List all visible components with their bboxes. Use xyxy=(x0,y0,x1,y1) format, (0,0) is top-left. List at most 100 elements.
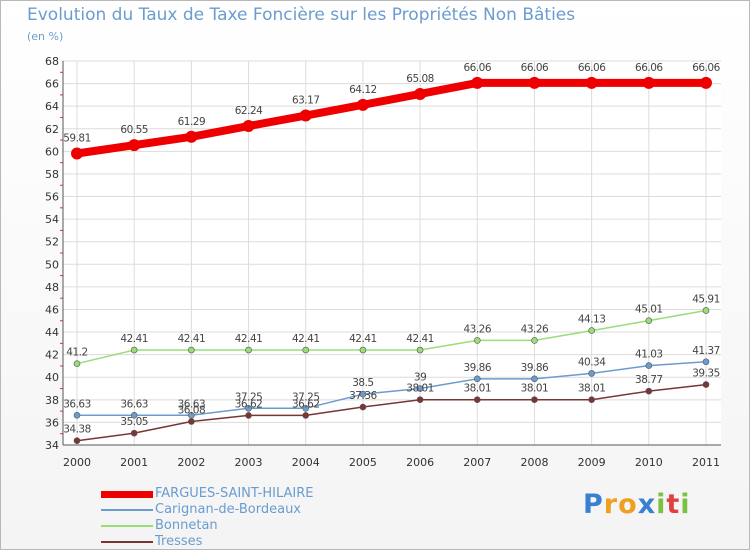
y-tick-label: 60 xyxy=(45,145,59,158)
data-point-1 xyxy=(588,370,595,377)
data-labels: 34.38 35.05 36.08 36.62 36.62 37.36 38.01 38.01… xyxy=(63,62,721,436)
data-label-3: 37.36 xyxy=(349,390,377,402)
data-point-3 xyxy=(130,429,138,437)
y-tick-label: 58 xyxy=(45,168,59,181)
data-label-3: 38.77 xyxy=(635,374,663,386)
data-label-1: 37.25 xyxy=(292,391,320,403)
data-point-0 xyxy=(128,139,141,152)
data-point-2 xyxy=(245,346,252,354)
legend-swatch-carignan xyxy=(101,509,153,511)
legend-swatch-tresses xyxy=(101,541,153,543)
y-tick-label: 68 xyxy=(45,55,59,68)
data-point-0 xyxy=(242,120,255,133)
y-tick-label: 52 xyxy=(45,236,59,249)
x-tick-label: 2004 xyxy=(292,456,320,469)
series-line-0 xyxy=(76,78,706,158)
line-chart: 34 36 38 40 42 44 46 48 50 52 54 56 58 60 62 64 66 68 2000… xyxy=(45,55,721,469)
data-point-3 xyxy=(531,396,538,404)
x-tick-label: 2010 xyxy=(635,456,663,469)
data-point-2 xyxy=(531,337,538,344)
data-label-0: 66.06 xyxy=(635,62,663,74)
data-point-3 xyxy=(416,396,424,404)
x-tick-label: 2006 xyxy=(406,456,434,469)
data-label-3: 38.01 xyxy=(406,383,434,395)
y-tick-label: 34 xyxy=(45,439,59,452)
data-label-3: 36.62 xyxy=(235,398,263,410)
series-line-2 xyxy=(76,309,707,365)
data-label-3: 36.08 xyxy=(178,405,206,417)
data-point-1 xyxy=(416,385,424,392)
data-point-1 xyxy=(473,375,481,383)
data-point-1 xyxy=(245,404,252,412)
logo-letter: r xyxy=(603,489,619,520)
data-label-1: 36.63 xyxy=(120,398,148,410)
x-tick-label: 2007 xyxy=(463,456,491,469)
data-point-1 xyxy=(302,404,310,412)
data-point-3 xyxy=(302,412,310,419)
data-point-0 xyxy=(585,76,598,89)
data-label-2: 45.91 xyxy=(692,293,720,305)
logo-letter: x xyxy=(637,489,657,520)
series-line-3 xyxy=(76,383,707,442)
y-tick-label: 40 xyxy=(45,371,59,384)
data-label-0: 61.29 xyxy=(178,116,206,128)
data-point-2 xyxy=(473,337,481,344)
data-label-1: 38.5 xyxy=(352,377,373,389)
data-point-0 xyxy=(700,76,712,89)
data-label-2: 45.01 xyxy=(635,304,663,316)
data-label-3: 38.01 xyxy=(521,383,549,395)
data-label-1: 36.63 xyxy=(63,398,91,410)
y-tick-label: 36 xyxy=(45,416,59,429)
chart-title: Evolution du Taux de Taxe Foncière sur l… xyxy=(27,5,576,25)
logo-letter: o xyxy=(618,489,638,520)
data-point-2 xyxy=(359,346,367,354)
x-tick-label: 2003 xyxy=(235,456,263,469)
data-label-3: 36.62 xyxy=(292,398,320,410)
y-tick-label: 38 xyxy=(45,394,59,407)
data-label-1: 41.03 xyxy=(635,349,663,361)
logo-letter: i xyxy=(680,489,691,520)
y-tick-label: 50 xyxy=(45,258,59,271)
y-tick-label: 64 xyxy=(45,100,59,113)
data-point-0 xyxy=(471,76,484,89)
data-point-3 xyxy=(73,437,81,445)
data-point-0 xyxy=(356,98,369,111)
data-label-2: 43.26 xyxy=(521,323,549,335)
data-label-2: 44.13 xyxy=(578,314,606,326)
series-line-1 xyxy=(77,361,707,417)
data-point-2 xyxy=(645,317,653,324)
legend-label-bonnetan: Bonnetan xyxy=(155,518,218,533)
logo-letter: i xyxy=(656,489,667,520)
data-point-3 xyxy=(359,403,367,411)
data-label-3: 38.01 xyxy=(463,383,491,395)
data-point-1 xyxy=(702,358,710,366)
data-point-3 xyxy=(473,396,481,404)
data-label-0: 62.24 xyxy=(235,105,263,117)
data-point-0 xyxy=(642,76,655,89)
data-label-0: 63.17 xyxy=(292,95,320,107)
grid-lines xyxy=(63,60,721,446)
x-tick-label: 2002 xyxy=(177,456,205,469)
y-tick-label: 48 xyxy=(45,281,59,294)
data-label-1: 39.86 xyxy=(521,362,549,374)
data-point-0 xyxy=(299,109,312,122)
x-tick-label: 2011 xyxy=(692,456,720,469)
logo-letter: P xyxy=(583,489,604,520)
data-label-2: 42.41 xyxy=(406,333,434,345)
data-label-0: 66.06 xyxy=(578,62,606,74)
logo-letter: t xyxy=(666,489,681,520)
series-layer xyxy=(71,76,712,445)
data-point-3 xyxy=(588,396,595,404)
legend-label-tresses: Tresses xyxy=(155,534,203,549)
data-label-2: 42.41 xyxy=(349,333,377,345)
plot-background xyxy=(63,61,721,445)
data-point-2 xyxy=(73,360,81,367)
data-point-1 xyxy=(645,362,653,369)
data-label-3: 39.35 xyxy=(692,368,720,380)
data-point-0 xyxy=(71,147,83,160)
data-point-1 xyxy=(188,411,195,419)
data-point-0 xyxy=(528,76,541,89)
data-point-2 xyxy=(188,346,195,354)
data-label-2: 42.41 xyxy=(235,333,263,345)
